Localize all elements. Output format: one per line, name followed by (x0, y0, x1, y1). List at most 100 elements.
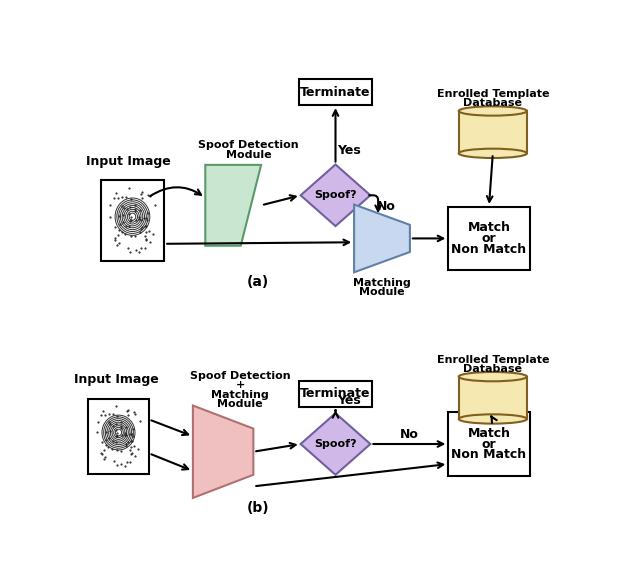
Point (126, 437, 137, 446)
Ellipse shape (459, 149, 527, 158)
Point (121, 440, 131, 449)
Point (122, 205, 132, 214)
Point (126, 429, 137, 439)
Point (118, 211, 128, 220)
Point (141, 222, 151, 231)
Point (119, 203, 129, 212)
Point (117, 228, 127, 237)
Point (114, 220, 124, 229)
Text: or: or (482, 437, 496, 450)
Point (110, 437, 121, 446)
Point (126, 449, 137, 458)
Point (128, 424, 138, 433)
Point (128, 431, 138, 440)
Point (123, 243, 133, 252)
Point (144, 226, 154, 236)
Point (104, 417, 114, 427)
Point (116, 421, 126, 430)
Text: Spoof Detection: Spoof Detection (198, 140, 299, 150)
Point (134, 212, 144, 222)
Point (126, 436, 136, 446)
Point (122, 405, 133, 415)
Point (116, 459, 126, 469)
Point (114, 212, 124, 221)
Point (96, 410, 107, 420)
Point (124, 210, 135, 219)
Point (121, 192, 131, 202)
Ellipse shape (459, 372, 527, 381)
Text: Database: Database (463, 364, 523, 374)
Point (145, 238, 155, 247)
Text: Match: Match (468, 221, 510, 234)
Point (119, 430, 130, 439)
Point (120, 428, 130, 437)
Point (126, 213, 136, 222)
Polygon shape (300, 165, 371, 226)
Polygon shape (354, 205, 410, 272)
Text: Non Match: Non Match (452, 243, 526, 256)
Point (133, 444, 143, 453)
Point (110, 189, 121, 198)
Point (98, 406, 108, 416)
Text: Enrolled Template: Enrolled Template (436, 355, 549, 365)
Point (121, 431, 131, 440)
Point (121, 442, 131, 451)
Point (100, 452, 110, 462)
Point (135, 225, 145, 234)
Ellipse shape (459, 106, 527, 116)
Point (140, 227, 151, 236)
Point (135, 227, 145, 236)
Point (130, 452, 140, 461)
Point (110, 222, 120, 231)
Point (116, 417, 126, 426)
Point (124, 183, 135, 193)
Point (134, 248, 144, 257)
Point (110, 233, 120, 243)
Point (124, 222, 135, 231)
Text: Enrolled Template: Enrolled Template (436, 89, 549, 99)
Point (141, 234, 151, 243)
Point (143, 190, 153, 199)
Text: Spoof?: Spoof? (314, 439, 357, 449)
Text: Module: Module (218, 399, 263, 409)
Point (107, 437, 117, 446)
Point (137, 188, 147, 197)
Text: Yes: Yes (338, 395, 361, 407)
Text: Database: Database (463, 98, 523, 108)
Point (124, 202, 135, 212)
Text: +: + (235, 380, 245, 390)
Point (103, 443, 114, 452)
Text: Spoof?: Spoof? (314, 191, 357, 201)
Point (111, 419, 121, 429)
Point (101, 440, 111, 449)
Text: Matching: Matching (211, 390, 269, 400)
Point (131, 215, 141, 224)
Point (109, 193, 119, 202)
Point (101, 427, 111, 437)
Point (99, 454, 109, 463)
Point (117, 430, 127, 440)
Text: Input Image: Input Image (74, 373, 159, 386)
Point (107, 445, 117, 454)
Point (97, 450, 107, 459)
Point (130, 232, 140, 241)
Point (109, 457, 119, 466)
Text: Spoof Detection: Spoof Detection (190, 371, 290, 381)
Point (134, 214, 144, 223)
Point (122, 457, 132, 466)
Point (105, 201, 115, 210)
Point (136, 243, 146, 253)
Point (105, 433, 115, 442)
Point (119, 461, 130, 470)
Point (114, 238, 124, 248)
Point (92, 427, 102, 437)
Point (125, 247, 135, 256)
Point (100, 411, 110, 420)
Point (130, 206, 140, 216)
Point (121, 422, 131, 432)
Point (129, 441, 139, 450)
Point (112, 411, 122, 420)
Text: No: No (400, 428, 419, 441)
Point (122, 406, 132, 416)
Point (97, 437, 107, 446)
